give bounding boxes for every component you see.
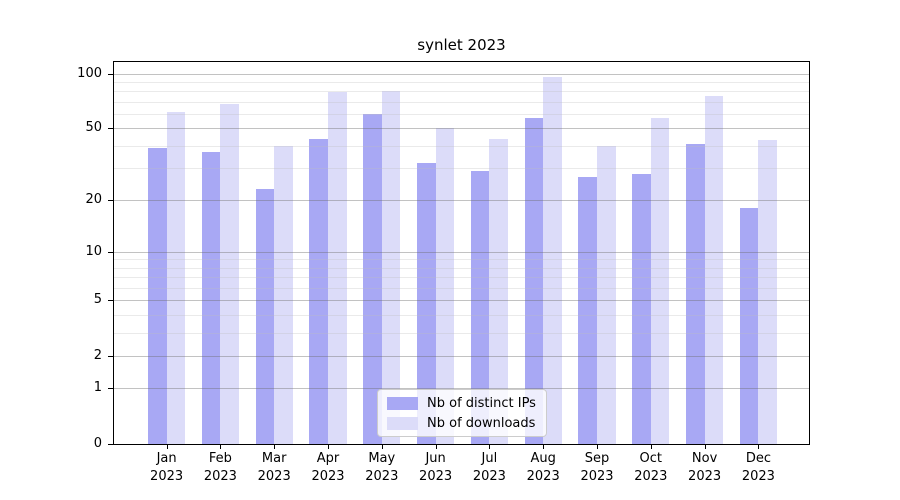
y-tick-label-20: 20 [85, 191, 102, 207]
bar-downloads-mar [274, 145, 293, 444]
y-tick-label-10: 10 [85, 243, 102, 259]
x-tick-label-year: 2023 [580, 469, 614, 484]
x-tick-label-jul: Jul 2023 [449, 450, 529, 486]
x-tick-label-nov: Nov 2023 [665, 450, 745, 486]
y-tick-1 [108, 388, 113, 390]
x-tick-label-year: 2023 [311, 469, 345, 484]
bar-downloads-jun [435, 128, 455, 444]
bar-distinct-ips-sep [578, 176, 597, 444]
y-tick-label-1: 1 [93, 380, 102, 396]
bar-downloads-oct [650, 118, 670, 444]
bar-downloads-may [381, 91, 401, 444]
y-tick-label-5: 5 [93, 292, 102, 308]
legend-swatch-downloads [387, 416, 418, 430]
bar-distinct-ips-oct [632, 173, 651, 444]
x-tick-label-aug: Aug 2023 [503, 450, 583, 486]
x-tick-oct [650, 445, 652, 449]
x-tick-label-mar: Mar 2023 [234, 450, 314, 486]
bar-distinct-ips-aug [524, 118, 544, 444]
x-tick-jul [489, 445, 491, 449]
y-tick-2 [108, 355, 113, 357]
bar-distinct-ips-feb [201, 152, 221, 444]
x-tick-label-oct: Oct 2023 [611, 450, 691, 486]
x-tick-jan [166, 445, 168, 449]
x-tick-apr [328, 445, 329, 449]
bar-distinct-ips-mar [255, 188, 275, 444]
x-tick-label-year: 2023 [526, 469, 560, 484]
x-tick-label-year: 2023 [472, 469, 506, 484]
bar-downloads-sep [597, 145, 616, 444]
x-tick-jun [435, 445, 437, 449]
bar-downloads-apr [328, 92, 347, 444]
y-tick-label-0: 0 [93, 436, 102, 451]
legend-item: Nb of downloads [387, 416, 537, 431]
x-tick-label-year: 2023 [688, 469, 722, 484]
bar-distinct-ips-jan [148, 147, 167, 444]
x-tick-dec [758, 445, 760, 449]
bar-downloads-jul [489, 138, 508, 444]
x-tick-label-year: 2023 [150, 469, 184, 484]
legend-item: Nb of distinct IPs [387, 396, 537, 411]
x-tick-may [381, 445, 383, 449]
x-tick-label-jun: Jun 2023 [396, 450, 476, 486]
bar-distinct-ips-jun [417, 163, 436, 444]
x-tick-mar [274, 445, 276, 449]
bar-downloads-aug [543, 76, 562, 444]
y-tick-label-100: 100 [77, 65, 102, 81]
y-tick-20 [108, 199, 113, 201]
plot-area [113, 61, 810, 445]
legend-label: Nb of distinct IPs [427, 395, 536, 411]
y-tick-label-50: 50 [85, 120, 102, 136]
y-tick-label-2: 2 [93, 347, 102, 363]
x-tick-sep [597, 445, 598, 449]
y-tick-5 [108, 300, 113, 302]
x-tick-label-year: 2023 [419, 469, 453, 484]
chart-title: synlet 2023 [417, 36, 506, 54]
x-tick-label-year: 2023 [365, 469, 399, 484]
y-tick-50 [108, 128, 113, 130]
x-tick-label-apr: Apr 2023 [288, 450, 368, 486]
x-tick-aug [543, 445, 545, 449]
x-tick-label-feb: Feb 2023 [180, 450, 260, 486]
x-tick-label-year: 2023 [634, 469, 668, 484]
y-tick-0 [108, 444, 113, 445]
bars-layer [114, 62, 809, 444]
bar-distinct-ips-nov [686, 144, 705, 444]
x-tick-nov [704, 445, 706, 449]
x-tick-feb [220, 445, 222, 449]
legend: Nb of distinct IPs Nb of downloads [377, 389, 547, 437]
x-tick-label-dec: Dec 2023 [718, 450, 798, 486]
bar-distinct-ips-jul [470, 171, 490, 444]
bar-downloads-nov [704, 96, 724, 444]
x-tick-label-may: May 2023 [342, 450, 422, 486]
x-tick-label-year: 2023 [257, 469, 291, 484]
y-tick-100 [108, 73, 113, 75]
bar-downloads-dec [758, 140, 777, 444]
x-tick-label-sep: Sep 2023 [557, 450, 637, 486]
y-tick-10 [108, 251, 113, 253]
legend-label: Nb of downloads [427, 415, 536, 431]
bar-downloads-jan [166, 111, 186, 444]
legend-swatch-distinct-ips [387, 396, 418, 410]
x-tick-label-year: 2023 [203, 469, 237, 484]
bar-distinct-ips-dec [739, 207, 759, 444]
bar-distinct-ips-may [363, 114, 382, 444]
x-tick-label-jan: Jan 2023 [127, 450, 207, 486]
bar-downloads-feb [220, 104, 239, 444]
bar-distinct-ips-apr [309, 138, 328, 444]
x-tick-label-year: 2023 [741, 469, 775, 484]
